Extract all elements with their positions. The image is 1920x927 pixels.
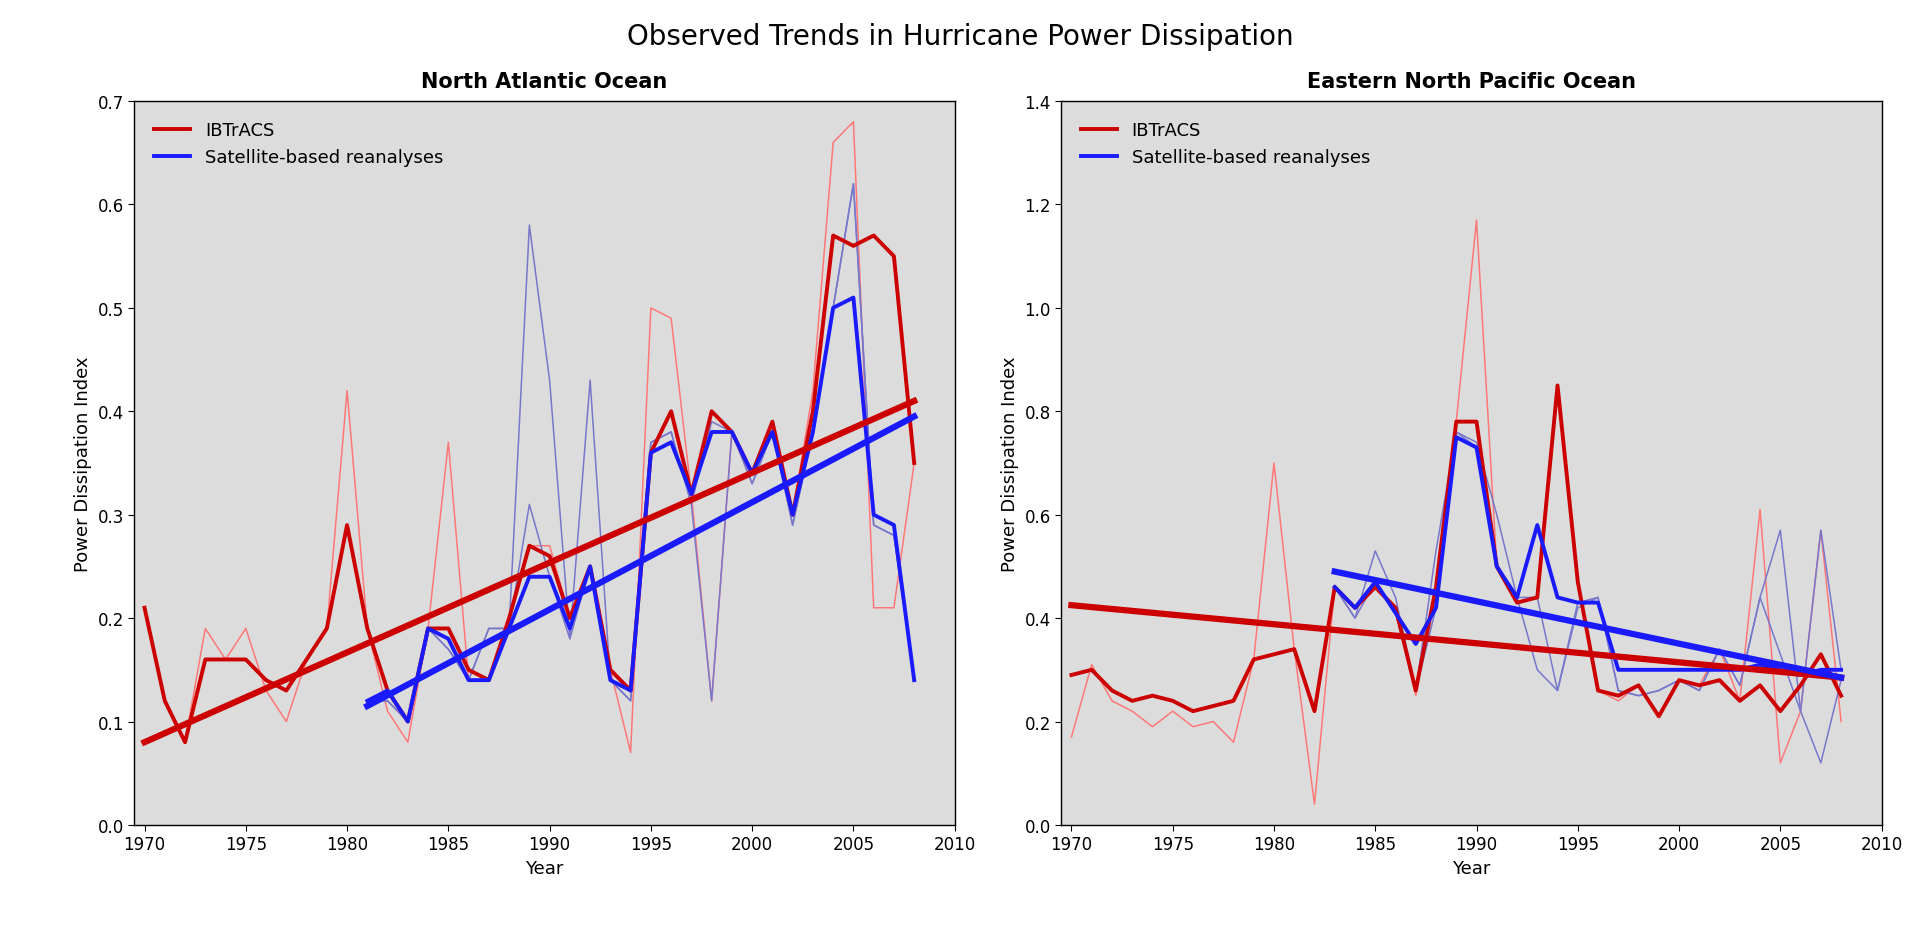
Text: Observed Trends in Hurricane Power Dissipation: Observed Trends in Hurricane Power Dissi… (626, 23, 1294, 51)
Y-axis label: Power Dissipation Index: Power Dissipation Index (1000, 356, 1020, 571)
Y-axis label: Power Dissipation Index: Power Dissipation Index (75, 356, 92, 571)
Title: North Atlantic Ocean: North Atlantic Ocean (420, 72, 668, 92)
X-axis label: Year: Year (526, 859, 564, 877)
Legend: IBTrACS, Satellite-based reanalyses: IBTrACS, Satellite-based reanalyses (1069, 111, 1380, 178)
Title: Eastern North Pacific Ocean: Eastern North Pacific Ocean (1308, 72, 1636, 92)
X-axis label: Year: Year (1452, 859, 1490, 877)
Legend: IBTrACS, Satellite-based reanalyses: IBTrACS, Satellite-based reanalyses (144, 111, 453, 178)
